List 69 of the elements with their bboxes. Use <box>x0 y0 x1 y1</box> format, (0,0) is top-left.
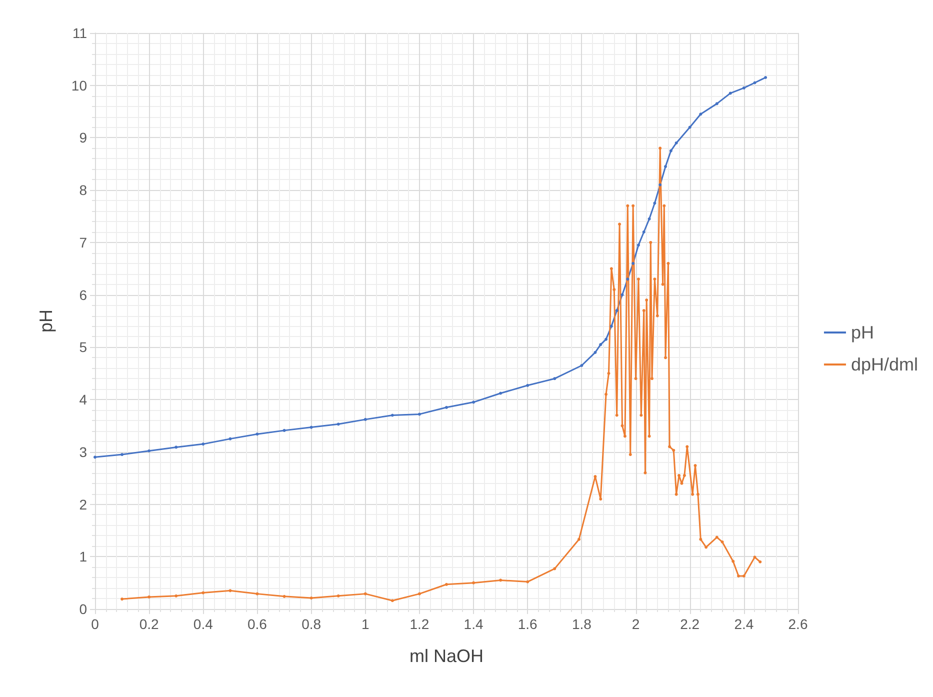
point <box>688 126 692 129</box>
y-axis-title: pH <box>36 309 56 333</box>
x-tick-label: 1 <box>361 616 370 632</box>
point <box>610 324 613 328</box>
point <box>615 309 618 312</box>
y-tick-label: 8 <box>79 182 88 198</box>
point <box>310 426 313 429</box>
point <box>715 102 718 106</box>
point <box>418 412 421 416</box>
point <box>648 217 651 220</box>
x-tick-label: 0.2 <box>139 616 160 632</box>
point <box>632 262 635 265</box>
y-tick-label: 2 <box>79 496 88 512</box>
point <box>364 418 367 421</box>
point <box>336 422 340 426</box>
point <box>669 149 672 152</box>
point <box>599 343 602 346</box>
y-tick-label: 4 <box>79 392 88 408</box>
y-tick-label: 1 <box>79 548 88 565</box>
point <box>658 183 662 186</box>
x-tick-label: 2 <box>632 616 640 632</box>
point <box>228 437 232 440</box>
y-tick-label: 9 <box>79 130 88 146</box>
x-tick-label: 1.4 <box>464 616 484 632</box>
point <box>580 364 584 368</box>
point <box>390 414 394 417</box>
legend-label: pH <box>850 322 874 342</box>
x-tick-label: 2.6 <box>788 616 808 632</box>
x-tick-label: 1.6 <box>518 616 538 632</box>
y-tick-label: 5 <box>79 339 88 356</box>
point <box>642 230 646 234</box>
point <box>626 278 630 281</box>
point <box>594 350 597 354</box>
point <box>674 141 678 144</box>
y-tick-label: 0 <box>79 601 88 617</box>
point <box>742 86 746 90</box>
point <box>499 392 502 395</box>
x-tick-label: 2.4 <box>734 616 754 632</box>
point <box>636 244 640 247</box>
point <box>728 92 732 95</box>
point <box>699 112 702 116</box>
y-tick-label: 6 <box>79 286 88 303</box>
y-tick-label: 10 <box>71 77 88 94</box>
point <box>202 442 205 446</box>
x-tick-label: 0.4 <box>193 616 214 632</box>
point <box>445 406 448 409</box>
x-tick-label: 0 <box>91 616 100 632</box>
point <box>256 432 259 436</box>
y-tick-label: 11 <box>72 25 88 41</box>
point <box>472 400 476 404</box>
point <box>148 449 151 452</box>
point <box>174 446 178 449</box>
y-tick-label: 7 <box>79 234 88 250</box>
y-tick-label: 3 <box>79 444 88 460</box>
point <box>653 202 656 205</box>
x-tick-label: 0.8 <box>302 616 322 632</box>
legend-label: dpH/dml <box>850 354 918 374</box>
line-series <box>94 76 768 459</box>
point <box>282 428 286 432</box>
point <box>753 81 756 84</box>
x-axis-title: ml NaOH <box>409 646 484 666</box>
x-tick-label: 0.6 <box>247 616 268 632</box>
x-tick-label: 1.8 <box>572 616 592 632</box>
point <box>553 377 556 380</box>
point <box>604 338 608 341</box>
point <box>526 384 530 387</box>
x-tick-label: 1.2 <box>410 616 430 632</box>
point <box>94 456 96 459</box>
x-tick-label: 2.2 <box>680 616 700 632</box>
